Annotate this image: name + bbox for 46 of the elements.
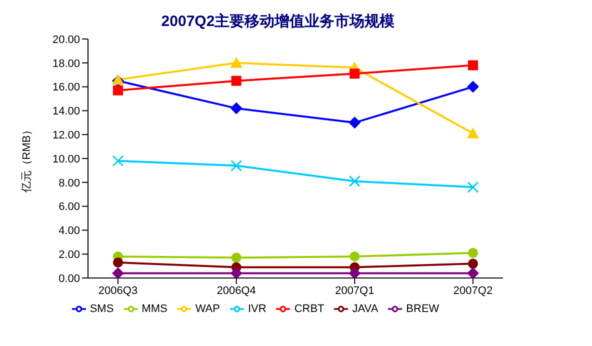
point (113, 85, 123, 96)
legend-label: WAP (195, 302, 220, 315)
chart-title: 2007Q2主要移动增值业务市场规模 (160, 12, 396, 31)
point (230, 160, 242, 172)
point (231, 76, 242, 86)
y-tick-label: 16.00 (52, 82, 80, 94)
y-tick-label: 14.00 (52, 106, 80, 118)
point (468, 248, 478, 258)
point (467, 80, 479, 93)
point (467, 267, 479, 278)
legend-label: BREW (406, 302, 440, 315)
point (113, 257, 123, 268)
x-tick-label: 2007Q1 (335, 284, 374, 297)
legend-label: SMS (90, 302, 114, 315)
point (112, 155, 124, 167)
y-tick-label: 2.00 (58, 249, 80, 262)
y-tick-label: 4.00 (58, 225, 80, 238)
legend-label: MMS (142, 302, 168, 315)
y-tick-label: 12.00 (52, 130, 80, 142)
point (468, 60, 478, 70)
y-tick-label: 10.00 (52, 153, 80, 166)
y-tick-label: 20.00 (52, 34, 80, 46)
point (112, 267, 124, 278)
point (231, 252, 242, 263)
point (348, 116, 361, 129)
legend-label: JAVA (352, 302, 378, 315)
x-tick-label: 2006Q4 (216, 284, 256, 297)
point (230, 102, 242, 114)
legend-label: CRBT (294, 302, 324, 315)
x-tick-label: 2007Q2 (453, 284, 493, 297)
point (348, 267, 361, 278)
y-tick-label: 0.00 (58, 272, 80, 285)
y-tick-label: 18.00 (52, 58, 80, 70)
point (350, 68, 360, 79)
point (230, 56, 242, 68)
y-axis-title: 亿元（RMB） (20, 124, 33, 194)
y-tick-label: 6.00 (58, 201, 80, 214)
point (350, 251, 360, 262)
point (468, 258, 478, 269)
point (348, 175, 360, 187)
point (230, 267, 242, 278)
point (467, 181, 479, 193)
legend-label: IVR (248, 302, 266, 315)
x-tick-label: 2006Q3 (98, 284, 138, 297)
point (467, 127, 479, 138)
y-tick-label: 8.00 (58, 177, 80, 190)
